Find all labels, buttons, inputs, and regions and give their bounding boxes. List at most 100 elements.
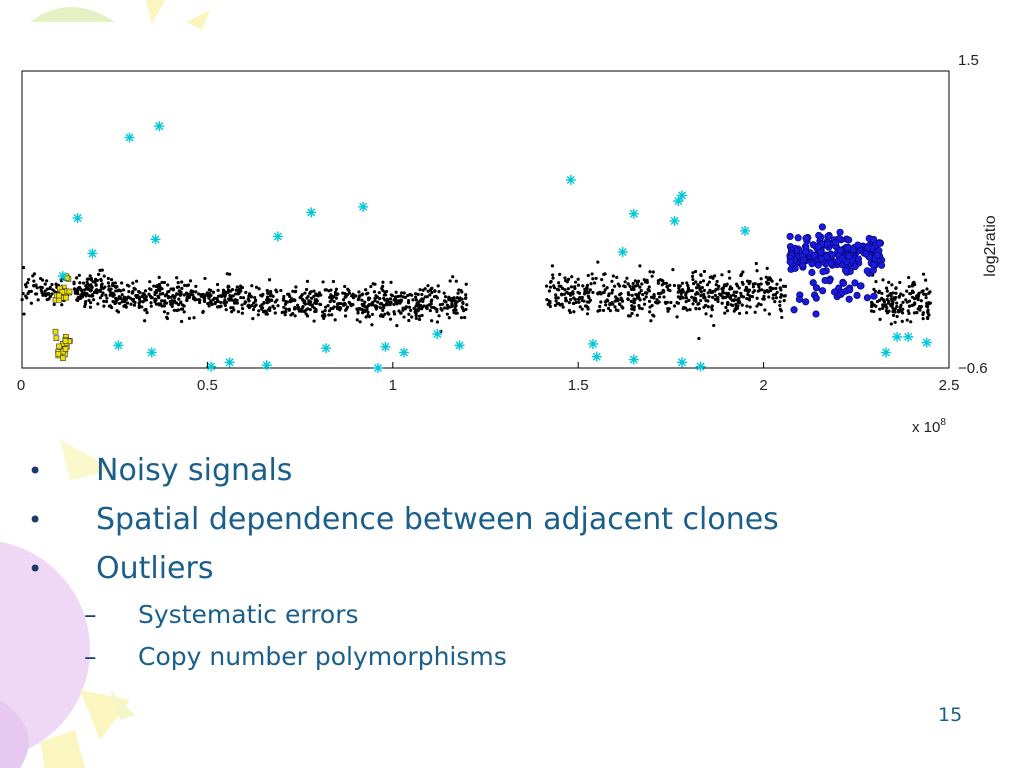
outlier-point	[150, 234, 161, 245]
data-point	[694, 306, 698, 310]
data-point	[675, 315, 679, 319]
data-point	[84, 284, 88, 288]
data-point	[360, 302, 364, 306]
data-point	[160, 299, 164, 303]
data-point	[924, 304, 929, 308]
data-point	[430, 298, 434, 302]
data-point	[778, 303, 782, 308]
data-point	[76, 289, 80, 293]
data-point	[343, 302, 347, 307]
data-point	[588, 288, 592, 292]
data-point	[635, 296, 640, 300]
data-point	[351, 303, 355, 307]
data-point	[717, 292, 722, 296]
data-point	[463, 315, 467, 320]
data-point	[628, 314, 632, 318]
data-point	[706, 305, 710, 309]
data-point	[241, 296, 246, 300]
data-point	[89, 276, 93, 281]
data-point	[21, 292, 25, 296]
data-point	[256, 313, 260, 317]
ray-decoration	[40, 730, 85, 768]
data-point	[710, 304, 714, 308]
data-point	[424, 306, 429, 310]
data-point	[569, 285, 574, 289]
data-point	[341, 291, 345, 295]
data-point	[332, 299, 336, 304]
data-point	[887, 301, 891, 305]
data-point	[610, 288, 615, 292]
data-point	[884, 286, 889, 290]
data-point	[638, 264, 642, 268]
data-point	[576, 277, 580, 281]
data-point	[686, 283, 690, 288]
data-point	[45, 297, 49, 302]
data-point	[326, 303, 330, 308]
data-point-yellow	[53, 335, 60, 342]
data-point	[312, 306, 316, 310]
data-point	[654, 300, 658, 304]
data-point	[638, 306, 642, 310]
data-point	[603, 272, 607, 276]
data-point	[561, 305, 565, 309]
data-point	[895, 301, 899, 305]
data-point	[771, 296, 775, 300]
data-point	[91, 294, 95, 298]
data-point	[292, 307, 297, 311]
data-point	[367, 315, 371, 319]
data-point	[50, 282, 54, 287]
data-point	[687, 298, 691, 302]
data-point-blue	[856, 282, 865, 290]
data-point	[104, 299, 109, 304]
data-point	[921, 289, 925, 293]
sub-bullet-item: – Systematic errors	[28, 595, 779, 637]
data-point	[463, 296, 468, 301]
data-point	[872, 309, 876, 314]
bullet-item: • Outliers	[28, 546, 779, 595]
data-point	[633, 279, 638, 283]
data-point	[246, 297, 250, 301]
data-point	[671, 268, 675, 272]
data-point	[636, 279, 641, 283]
data-point	[456, 291, 460, 295]
data-point	[560, 293, 564, 297]
data-point	[409, 308, 413, 312]
data-point	[731, 293, 736, 297]
data-point	[754, 261, 758, 266]
data-point	[218, 305, 222, 309]
data-point	[577, 300, 581, 304]
data-point	[212, 296, 217, 300]
data-point	[213, 300, 217, 305]
data-point	[175, 285, 179, 289]
data-point	[305, 279, 310, 284]
data-point	[709, 290, 713, 294]
data-point	[563, 288, 567, 292]
data-point	[439, 306, 443, 311]
data-point	[690, 289, 694, 293]
data-point	[665, 285, 669, 289]
data-point	[905, 289, 909, 293]
data-point	[755, 296, 759, 300]
data-point	[140, 294, 144, 299]
data-point	[99, 285, 104, 289]
data-point	[72, 287, 77, 291]
x-tick-label: 1.5	[568, 377, 589, 394]
data-point-blue	[839, 279, 848, 287]
outlier-point	[677, 357, 688, 368]
data-point	[370, 312, 375, 317]
data-point	[272, 306, 276, 310]
data-point	[630, 293, 634, 297]
data-point	[94, 277, 98, 281]
data-point	[304, 312, 308, 316]
data-point	[635, 313, 639, 317]
data-point	[437, 314, 441, 318]
data-point	[365, 306, 369, 310]
data-point	[406, 293, 410, 298]
outlier-point	[87, 248, 98, 259]
balloon-decoration	[0, 541, 90, 759]
data-point	[606, 306, 611, 311]
data-point	[234, 288, 238, 292]
data-point	[639, 289, 643, 293]
data-point	[172, 308, 176, 312]
outlier-point	[892, 331, 903, 342]
